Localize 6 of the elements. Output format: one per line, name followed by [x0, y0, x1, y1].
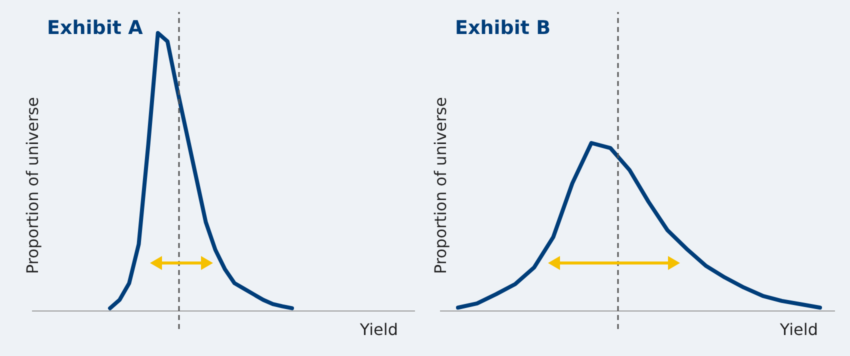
y-axis-title: Proportion of universe	[431, 97, 450, 274]
chart-title: Exhibit B	[455, 17, 551, 39]
x-axis-title: Yield	[358, 320, 398, 339]
chart-title: Exhibit A	[47, 17, 144, 39]
y-axis-title: Proportion of universe	[23, 97, 42, 274]
x-axis-title: Yield	[778, 320, 818, 339]
